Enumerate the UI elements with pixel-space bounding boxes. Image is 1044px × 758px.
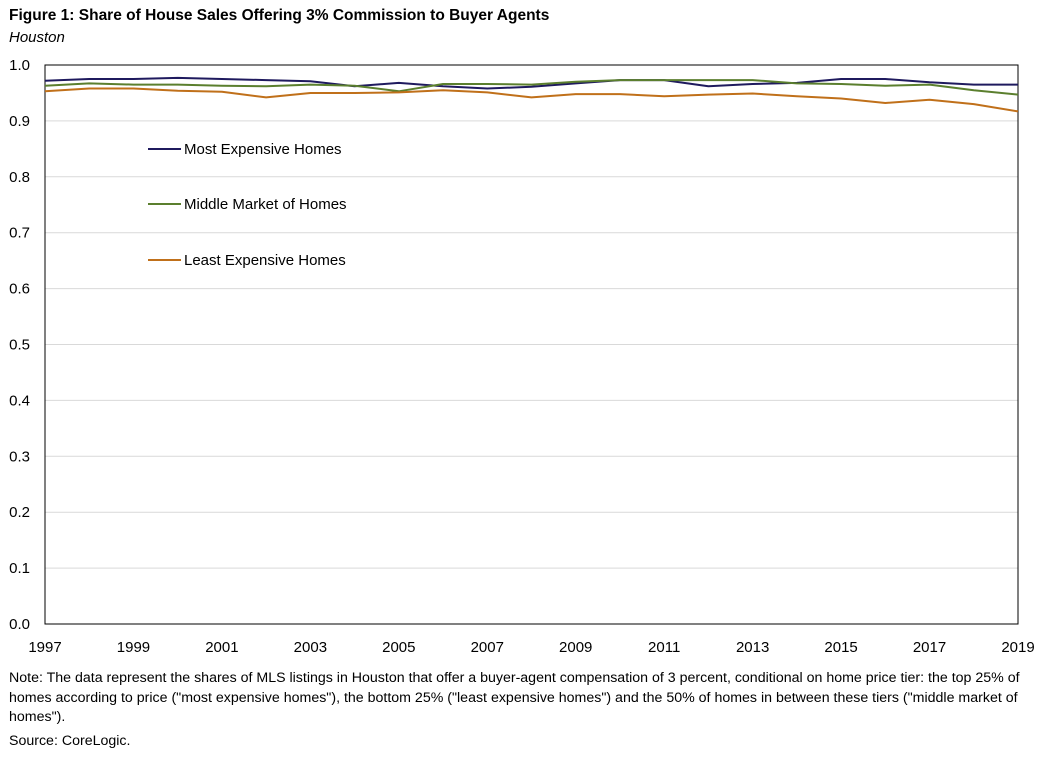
y-tick-label: 0.9: [9, 113, 30, 130]
chart-title: Figure 1: Share of House Sales Offering …: [9, 7, 550, 24]
x-tick-label: 1997: [28, 639, 61, 656]
y-tick-label: 0.5: [9, 337, 30, 354]
legend-label-3: Least Expensive Homes: [184, 252, 346, 269]
x-tick-label: 2003: [294, 639, 327, 656]
x-tick-label: 2017: [913, 639, 946, 656]
y-tick-label: 0.3: [9, 448, 30, 465]
x-tick-label: 2001: [205, 639, 238, 656]
series-line-1: [44, 76, 1018, 90]
chart-subtitle: Houston: [9, 29, 65, 46]
x-tick-label: 2011: [648, 639, 680, 656]
x-tick-label: 2015: [824, 639, 857, 656]
plot-area-border: [44, 64, 1019, 625]
y-tick-label: 0.0: [9, 616, 30, 633]
legend-label-2: Middle Market of Homes: [184, 196, 347, 213]
series-line-3: [44, 87, 1019, 113]
y-tick-label: 0.1: [9, 560, 30, 577]
x-tick-label: 2005: [382, 639, 415, 656]
x-tick-label: 2009: [559, 639, 592, 656]
x-tick-label: 2013: [736, 639, 769, 656]
x-tick-label: 2007: [471, 639, 504, 656]
legend-label-1: Most Expensive Homes: [184, 141, 342, 158]
y-tick-label: 0.8: [9, 169, 30, 186]
x-tick-label: 1999: [117, 639, 150, 656]
y-tick-label: 0.7: [9, 225, 30, 242]
y-tick-label: 0.2: [9, 504, 30, 521]
y-tick-label: 1.0: [9, 57, 30, 74]
line-chart: 0.0 0.1 0.2 0.3 0.4 0.5 0.6 0.7 0.8 0.9 1.0 1997 199…: [9, 57, 1035, 656]
y-tick-label: 0.4: [9, 392, 30, 409]
chart-source: Source: CoreLogic.: [9, 733, 131, 749]
chart-note: Note: The data represent the shares of M…: [9, 670, 1020, 725]
series-line-2: [44, 79, 1019, 96]
x-tick-label: 2019: [1001, 639, 1034, 656]
y-tick-label: 0.6: [9, 281, 30, 298]
